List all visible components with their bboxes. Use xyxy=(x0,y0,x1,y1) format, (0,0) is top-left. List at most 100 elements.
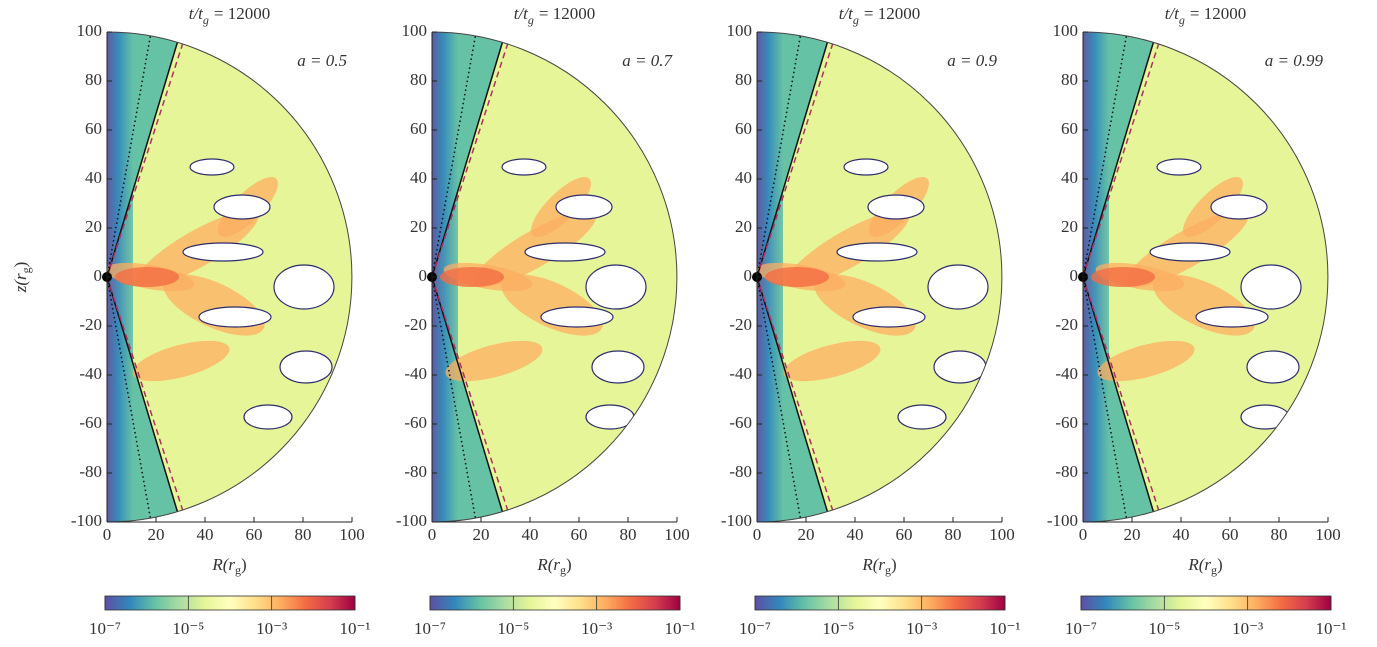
title-sub: g xyxy=(203,13,209,27)
low-region xyxy=(555,194,613,220)
low-region xyxy=(927,264,989,310)
annotation: a = 0.99 xyxy=(1265,51,1324,70)
low-region xyxy=(243,404,293,430)
x-tick-label: 80 xyxy=(295,525,312,544)
y-tick-label: 100 xyxy=(1053,21,1079,40)
x-tick-label: 80 xyxy=(1271,525,1288,544)
x-label-main: R(r xyxy=(1187,555,1211,574)
jet-dotted xyxy=(107,32,152,278)
x-axis-label: R(rg) xyxy=(1187,555,1222,577)
jet-dotted xyxy=(432,32,477,278)
y-axis-label: z(rg) xyxy=(11,262,33,294)
colorbar-tick-label: 10⁻⁵ xyxy=(172,619,204,638)
y-tick-label: 100 xyxy=(77,21,103,40)
y-tick-label: -80 xyxy=(404,462,427,481)
colorbar-tick-label: 10⁻³ xyxy=(256,619,287,638)
y-tick-label: -60 xyxy=(1055,413,1078,432)
low-region xyxy=(1210,194,1268,220)
y-tick-label: -60 xyxy=(404,413,427,432)
x-label-main: R(r xyxy=(211,555,235,574)
y-tick-label: -80 xyxy=(79,462,102,481)
y-tick-label: 80 xyxy=(410,70,427,89)
colorbar-tick-label: 10⁻³ xyxy=(581,619,612,638)
warm-region xyxy=(445,340,543,382)
jet-boundary xyxy=(107,32,182,278)
low-region xyxy=(213,194,271,220)
jet-dotted xyxy=(432,276,477,522)
low-region xyxy=(1149,242,1231,262)
jet-boundary xyxy=(107,276,182,522)
low-region xyxy=(540,306,614,328)
x-tick-label: 0 xyxy=(1079,525,1088,544)
x-tick-label: 100 xyxy=(664,525,690,544)
y-tick-label: 80 xyxy=(85,70,102,89)
x-tick-label: 20 xyxy=(473,525,490,544)
hot-core xyxy=(115,267,179,287)
panel-title: t/tg = 12000 xyxy=(514,4,596,27)
title-end: = 12000 xyxy=(1190,4,1246,23)
y-tick-label: -100 xyxy=(71,511,102,530)
annotation: a = 0.5 xyxy=(297,51,347,70)
low-region xyxy=(867,194,925,220)
y-tick-label: -100 xyxy=(396,511,427,530)
x-axis-label: R(rg) xyxy=(861,555,896,577)
y-tick-label: 80 xyxy=(735,70,752,89)
jet-dotted xyxy=(757,32,802,278)
x-tick-label: 40 xyxy=(1173,525,1190,544)
x-tick-label: 80 xyxy=(945,525,962,544)
jet-boundary xyxy=(1083,276,1158,522)
title-sub: g xyxy=(853,13,859,27)
y-tick-label: 20 xyxy=(85,217,102,236)
panel-title: t/tg = 12000 xyxy=(189,4,271,27)
colorbar xyxy=(1080,595,1332,611)
y-tick-label: 100 xyxy=(402,21,428,40)
y-tick-label: -20 xyxy=(404,315,427,334)
field xyxy=(107,32,352,522)
y-tick-label: 60 xyxy=(735,119,752,138)
low-region xyxy=(591,350,645,384)
y-tick-label: 100 xyxy=(727,21,753,40)
x-tick-label: 60 xyxy=(571,525,588,544)
jet-dashed xyxy=(432,32,513,278)
x-label-sub: g xyxy=(235,563,241,577)
y-label-main: z(r xyxy=(11,273,30,293)
y-tick-label: 20 xyxy=(410,217,427,236)
low-region xyxy=(933,350,987,384)
hot-core xyxy=(765,267,829,287)
colorbar-tick-label: 10⁻⁵ xyxy=(497,619,529,638)
title-sub: g xyxy=(1179,13,1185,27)
x-tick-label: 100 xyxy=(339,525,365,544)
colorbar-tick-label: 10⁻⁷ xyxy=(89,619,121,638)
low-region xyxy=(836,242,918,262)
colorbar-tick-label: 10⁻¹ xyxy=(339,619,370,638)
low-region xyxy=(585,264,647,310)
low-region xyxy=(273,264,335,310)
y-tick-label: -40 xyxy=(729,364,752,383)
low-region xyxy=(501,158,547,176)
low-region xyxy=(182,242,264,262)
y-tick-label: 40 xyxy=(85,168,102,187)
low-region xyxy=(1240,264,1302,310)
x-label-sub: g xyxy=(1211,563,1217,577)
colorbar xyxy=(754,595,1006,611)
y-tick-label: -40 xyxy=(404,364,427,383)
jet-dotted xyxy=(1083,276,1128,522)
domain-edge xyxy=(431,31,678,523)
low-region xyxy=(189,158,235,176)
annotation: a = 0.7 xyxy=(622,51,673,70)
x-tick-label: 60 xyxy=(1222,525,1239,544)
panel-title: t/tg = 12000 xyxy=(1165,4,1247,27)
y-tick-label: 40 xyxy=(410,168,427,187)
colorbar-tick-label: 10⁻¹ xyxy=(1315,619,1346,638)
low-region xyxy=(897,404,947,430)
x-label-sub: g xyxy=(560,563,566,577)
domain-edge xyxy=(106,31,353,523)
jet-dotted xyxy=(757,276,802,522)
y-tick-label: -20 xyxy=(1055,315,1078,334)
low-region xyxy=(1195,306,1269,328)
low-region xyxy=(1246,350,1300,384)
y-tick-label: 0 xyxy=(94,266,103,285)
y-tick-label: -100 xyxy=(1047,511,1078,530)
low-region xyxy=(843,158,889,176)
